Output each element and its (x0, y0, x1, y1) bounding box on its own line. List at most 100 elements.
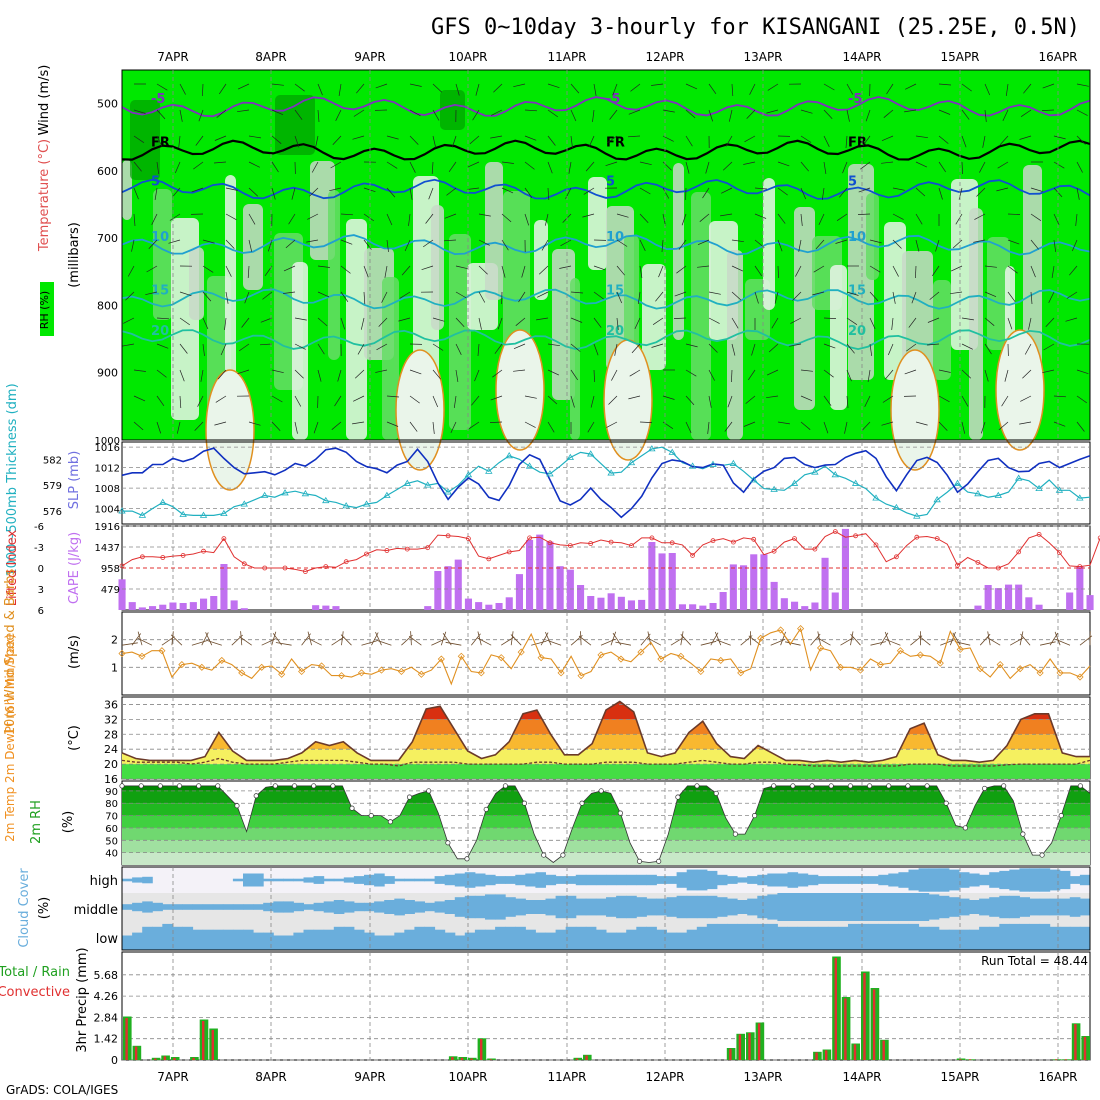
wind-barb (774, 291, 779, 304)
wind-barb (468, 421, 480, 429)
rh-point (406, 794, 413, 800)
wind-barb (547, 161, 553, 174)
slp-tick: 1016 (95, 443, 120, 454)
wind-barb (570, 395, 575, 408)
date-label: 9APR (354, 50, 385, 64)
thickness-tick: 576 (43, 507, 62, 518)
slp-thickness-panel: 1004 1008 1012 1016 576 579 582 1000 1000~500mb … (5, 383, 1091, 577)
wind-barb (961, 317, 974, 321)
wind-barb (1076, 187, 1080, 200)
isotherm-contour (121, 178, 1091, 200)
wind-barb (662, 213, 666, 226)
rh-label: RH (%) (38, 291, 51, 329)
cloud-bar (353, 876, 365, 884)
wind-barb (915, 135, 928, 139)
thickness-tick: 579 (43, 481, 62, 492)
wind-barb (800, 109, 813, 114)
wind-barb (271, 109, 284, 116)
wind-speed-point (996, 661, 1004, 669)
wind-barb (1007, 239, 1020, 245)
wind-barb (1076, 83, 1089, 87)
wind-barb (777, 161, 790, 167)
wind-barb (1076, 109, 1088, 116)
wind-barb (570, 369, 578, 381)
wind-barb (790, 317, 802, 324)
cape-bar (1086, 595, 1094, 610)
cloud-bar (837, 893, 849, 921)
wind-barb (938, 395, 950, 403)
cloud-bar (364, 932, 375, 950)
wind-barb (606, 135, 618, 144)
wind-barb (524, 109, 538, 112)
wind-barb (938, 83, 952, 86)
cloud-bar (837, 926, 849, 950)
wind-barb (823, 395, 832, 406)
cloud-bar (505, 926, 516, 950)
cape-tick: 479 (101, 585, 120, 596)
wind-barb (955, 213, 963, 225)
wind-barb (748, 369, 756, 381)
wind-barb (478, 239, 490, 246)
wind-barb (191, 640, 208, 646)
date-label: 13APR (743, 50, 782, 64)
wind-barb (1028, 317, 1032, 330)
wind-barb (984, 265, 997, 268)
cloud-bar (777, 926, 788, 950)
wind-barb (884, 631, 891, 646)
wind-barb (340, 291, 349, 303)
wind-barb (997, 161, 1009, 169)
wind-barb (724, 421, 733, 432)
wind-barb (984, 83, 991, 96)
rh-patch (382, 277, 399, 440)
wind-speed-point (657, 655, 665, 663)
cloud-bar (898, 872, 909, 888)
cloud-bar (263, 932, 274, 950)
wind-barb (846, 83, 854, 95)
wind-barb (262, 291, 273, 300)
cloud-bar (737, 923, 748, 950)
cape-bar (841, 528, 849, 610)
cloud-bar (908, 923, 920, 950)
rh-patch (485, 162, 503, 300)
pressure-tick: 600 (97, 165, 118, 178)
cape-bar (189, 602, 197, 610)
wind-barb (156, 317, 170, 320)
wind-barb (409, 187, 413, 200)
wind-barb (881, 421, 894, 426)
cloud-bar (656, 876, 667, 884)
wind-barb (1076, 421, 1085, 432)
contour-label: 15 (151, 284, 169, 299)
wind-barb (288, 213, 296, 225)
li-point (180, 553, 186, 558)
wind-barb (306, 239, 319, 243)
wind-barb (881, 135, 894, 142)
wind-speed-point (856, 666, 865, 674)
cloud-bar (545, 874, 557, 886)
wind-barb (608, 395, 618, 405)
wind-barb (133, 187, 139, 200)
cloud-bar (222, 929, 234, 950)
wind-barb (490, 395, 503, 401)
rh-point (311, 783, 317, 789)
wind-barb (770, 638, 786, 646)
wind-barb (125, 291, 135, 301)
contour-label: -5 (848, 92, 862, 107)
wind-barb (570, 317, 583, 323)
wind-barb (789, 343, 802, 347)
cloud-bar (212, 904, 224, 910)
rh-point (886, 783, 892, 789)
wind-barb (751, 343, 756, 356)
cape-bar (128, 602, 136, 610)
li-point (139, 554, 145, 560)
rh-patch (969, 208, 983, 440)
wind-speed-point (497, 654, 505, 662)
cloud-bar (938, 929, 950, 950)
wind-barb (494, 343, 503, 354)
wind-barb (869, 291, 879, 302)
wind-barb (835, 239, 848, 244)
wind-speed-point (417, 670, 425, 678)
wind-barb (214, 421, 227, 426)
cloud-bar (323, 878, 335, 882)
cloud-bar (555, 876, 567, 884)
wind-barb (560, 239, 572, 247)
